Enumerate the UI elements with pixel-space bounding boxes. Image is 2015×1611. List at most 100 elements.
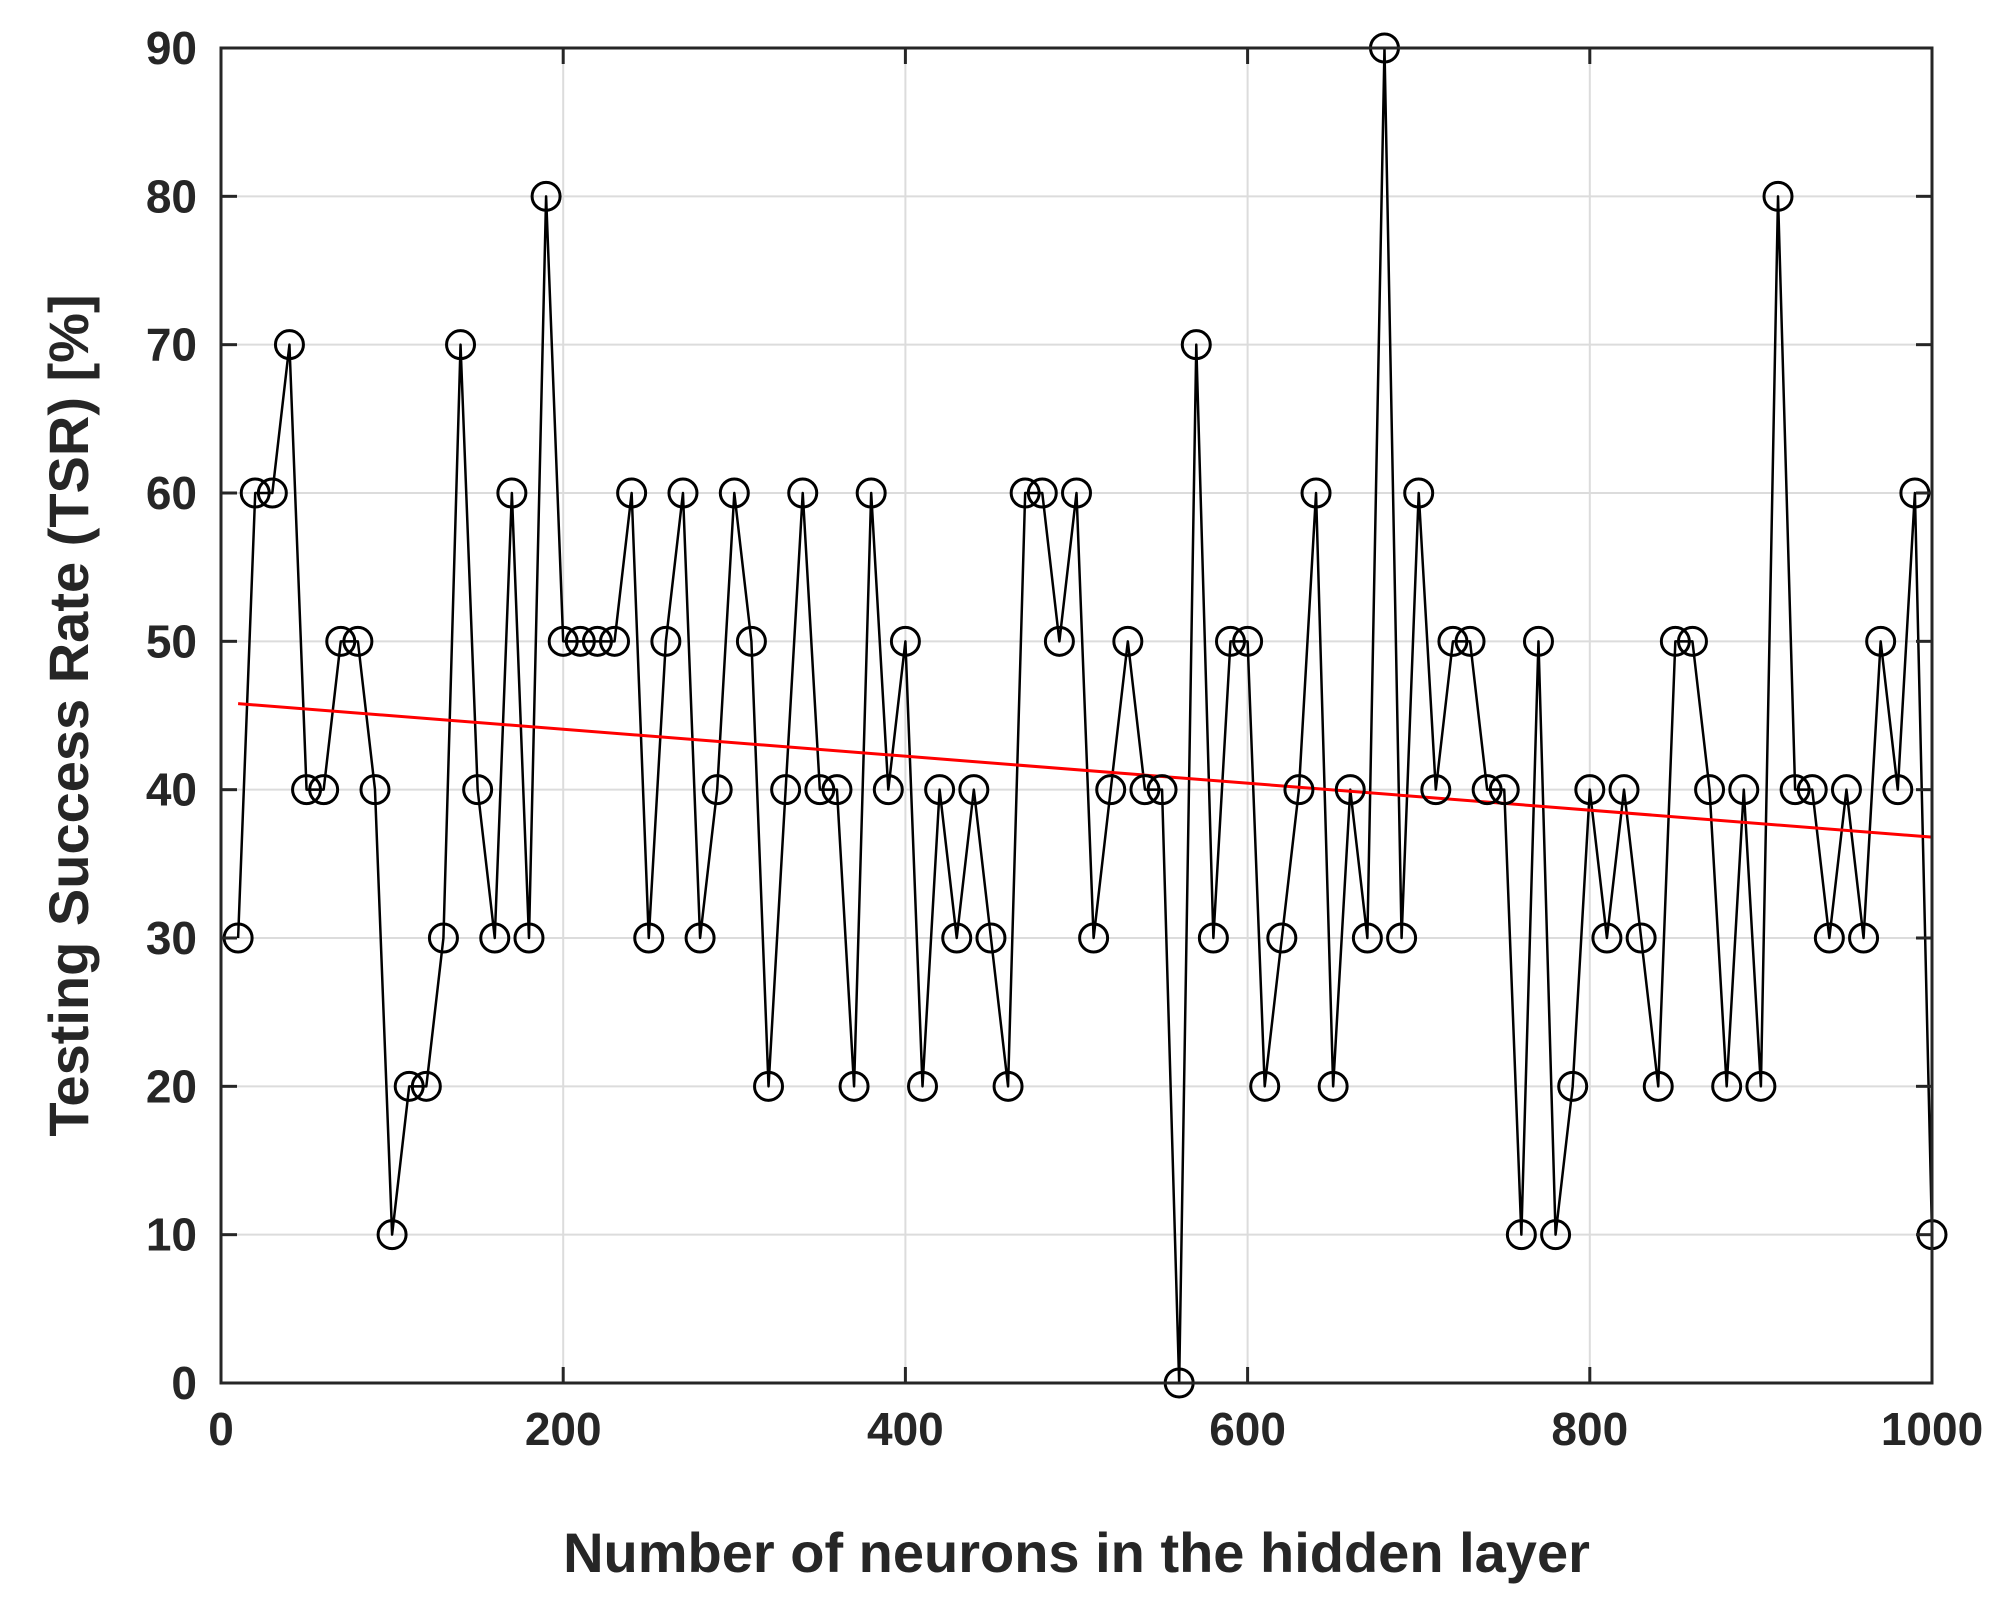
data-point [907, 1070, 939, 1102]
data-point [1540, 1219, 1572, 1251]
data-point [616, 477, 648, 509]
data-point [855, 477, 887, 509]
data-point [462, 774, 494, 806]
data-point [530, 180, 562, 212]
data-point [958, 774, 990, 806]
data-point [445, 329, 477, 361]
data-point [496, 477, 528, 509]
data-point [325, 625, 357, 657]
data-point [256, 477, 288, 509]
data-point [1882, 774, 1914, 806]
x-tick-label: 400 [867, 1403, 944, 1455]
data-point [1300, 477, 1332, 509]
data-point [1865, 625, 1897, 657]
data-point [1711, 1070, 1743, 1102]
data-point [1437, 625, 1469, 657]
data-point [1745, 1070, 1777, 1102]
data-point [1608, 774, 1640, 806]
data-point [1796, 774, 1828, 806]
data-point [924, 774, 956, 806]
data-point [1334, 774, 1366, 806]
data-point [393, 1070, 425, 1102]
data-line [236, 46, 1934, 1385]
data-point [513, 922, 545, 954]
data-point [770, 774, 802, 806]
data-point [992, 1070, 1024, 1102]
data-point [1146, 774, 1178, 806]
data-point [547, 625, 579, 657]
data-point [701, 774, 733, 806]
data-point [564, 625, 596, 657]
data-point [1043, 625, 1075, 657]
data-point [872, 774, 904, 806]
data-point [1488, 774, 1520, 806]
data-point [667, 477, 699, 509]
data-point [1779, 774, 1811, 806]
data-point [1471, 774, 1503, 806]
data-point [1009, 477, 1041, 509]
data-point [1266, 922, 1298, 954]
data-point [1848, 922, 1880, 954]
grid-lines [221, 48, 1932, 1383]
data-point [239, 477, 271, 509]
y-tick-label: 0 [171, 1357, 197, 1409]
data-point [1420, 774, 1452, 806]
data-point [633, 922, 665, 954]
data-point [599, 625, 631, 657]
data-point [1351, 922, 1383, 954]
data-point [1505, 1219, 1537, 1251]
y-tick-label: 90 [146, 22, 197, 74]
x-axis-label: Number of neurons in the hidden layer [563, 1521, 1590, 1584]
x-tick-label: 600 [1209, 1403, 1286, 1455]
data-point [1403, 477, 1435, 509]
data-point [1762, 180, 1794, 212]
data-point [1522, 625, 1554, 657]
y-axis-label: Testing Success Rate (TSR) [%] [37, 294, 100, 1136]
data-point [1625, 922, 1657, 954]
data-point [684, 922, 716, 954]
x-tick-label: 1000 [1881, 1403, 1983, 1455]
data-point [410, 1070, 442, 1102]
data-series [222, 32, 1948, 1399]
data-point [1454, 625, 1486, 657]
data-point [1129, 774, 1161, 806]
axis-ticks: 0 200 400 600 800 1000 0 10 20 30 40 50 60 70 80 90 [146, 22, 1983, 1455]
y-tick-label: 10 [146, 1209, 197, 1261]
data-point [581, 625, 613, 657]
data-point [1061, 477, 1092, 509]
data-point [753, 1070, 785, 1102]
data-point [1386, 922, 1418, 954]
data-point [718, 477, 750, 509]
data-point [359, 774, 391, 806]
data-point [1676, 625, 1708, 657]
data-point [1659, 625, 1691, 657]
y-tick-label: 80 [146, 170, 197, 222]
data-point [941, 922, 973, 954]
data-point [821, 774, 853, 806]
data-point [376, 1219, 408, 1251]
data-point [787, 477, 819, 509]
data-point [308, 774, 340, 806]
data-point [1830, 774, 1862, 806]
data-point [427, 922, 459, 954]
data-point [838, 1070, 870, 1102]
data-point [1026, 477, 1058, 509]
data-point [804, 774, 836, 806]
data-point [1112, 625, 1144, 657]
data-point [1232, 625, 1264, 657]
data-point [479, 922, 511, 954]
axes-box [219, 46, 1934, 1385]
data-point [1728, 774, 1760, 806]
data-point [1317, 1070, 1349, 1102]
data-point [1813, 922, 1845, 954]
data-point [1180, 329, 1212, 361]
data-point [975, 922, 1007, 954]
data-point [1214, 625, 1246, 657]
data-point [1197, 922, 1229, 954]
y-tick-label: 30 [146, 912, 197, 964]
y-tick-label: 20 [146, 1060, 197, 1112]
data-point [889, 625, 921, 657]
data-point [1249, 1070, 1281, 1102]
